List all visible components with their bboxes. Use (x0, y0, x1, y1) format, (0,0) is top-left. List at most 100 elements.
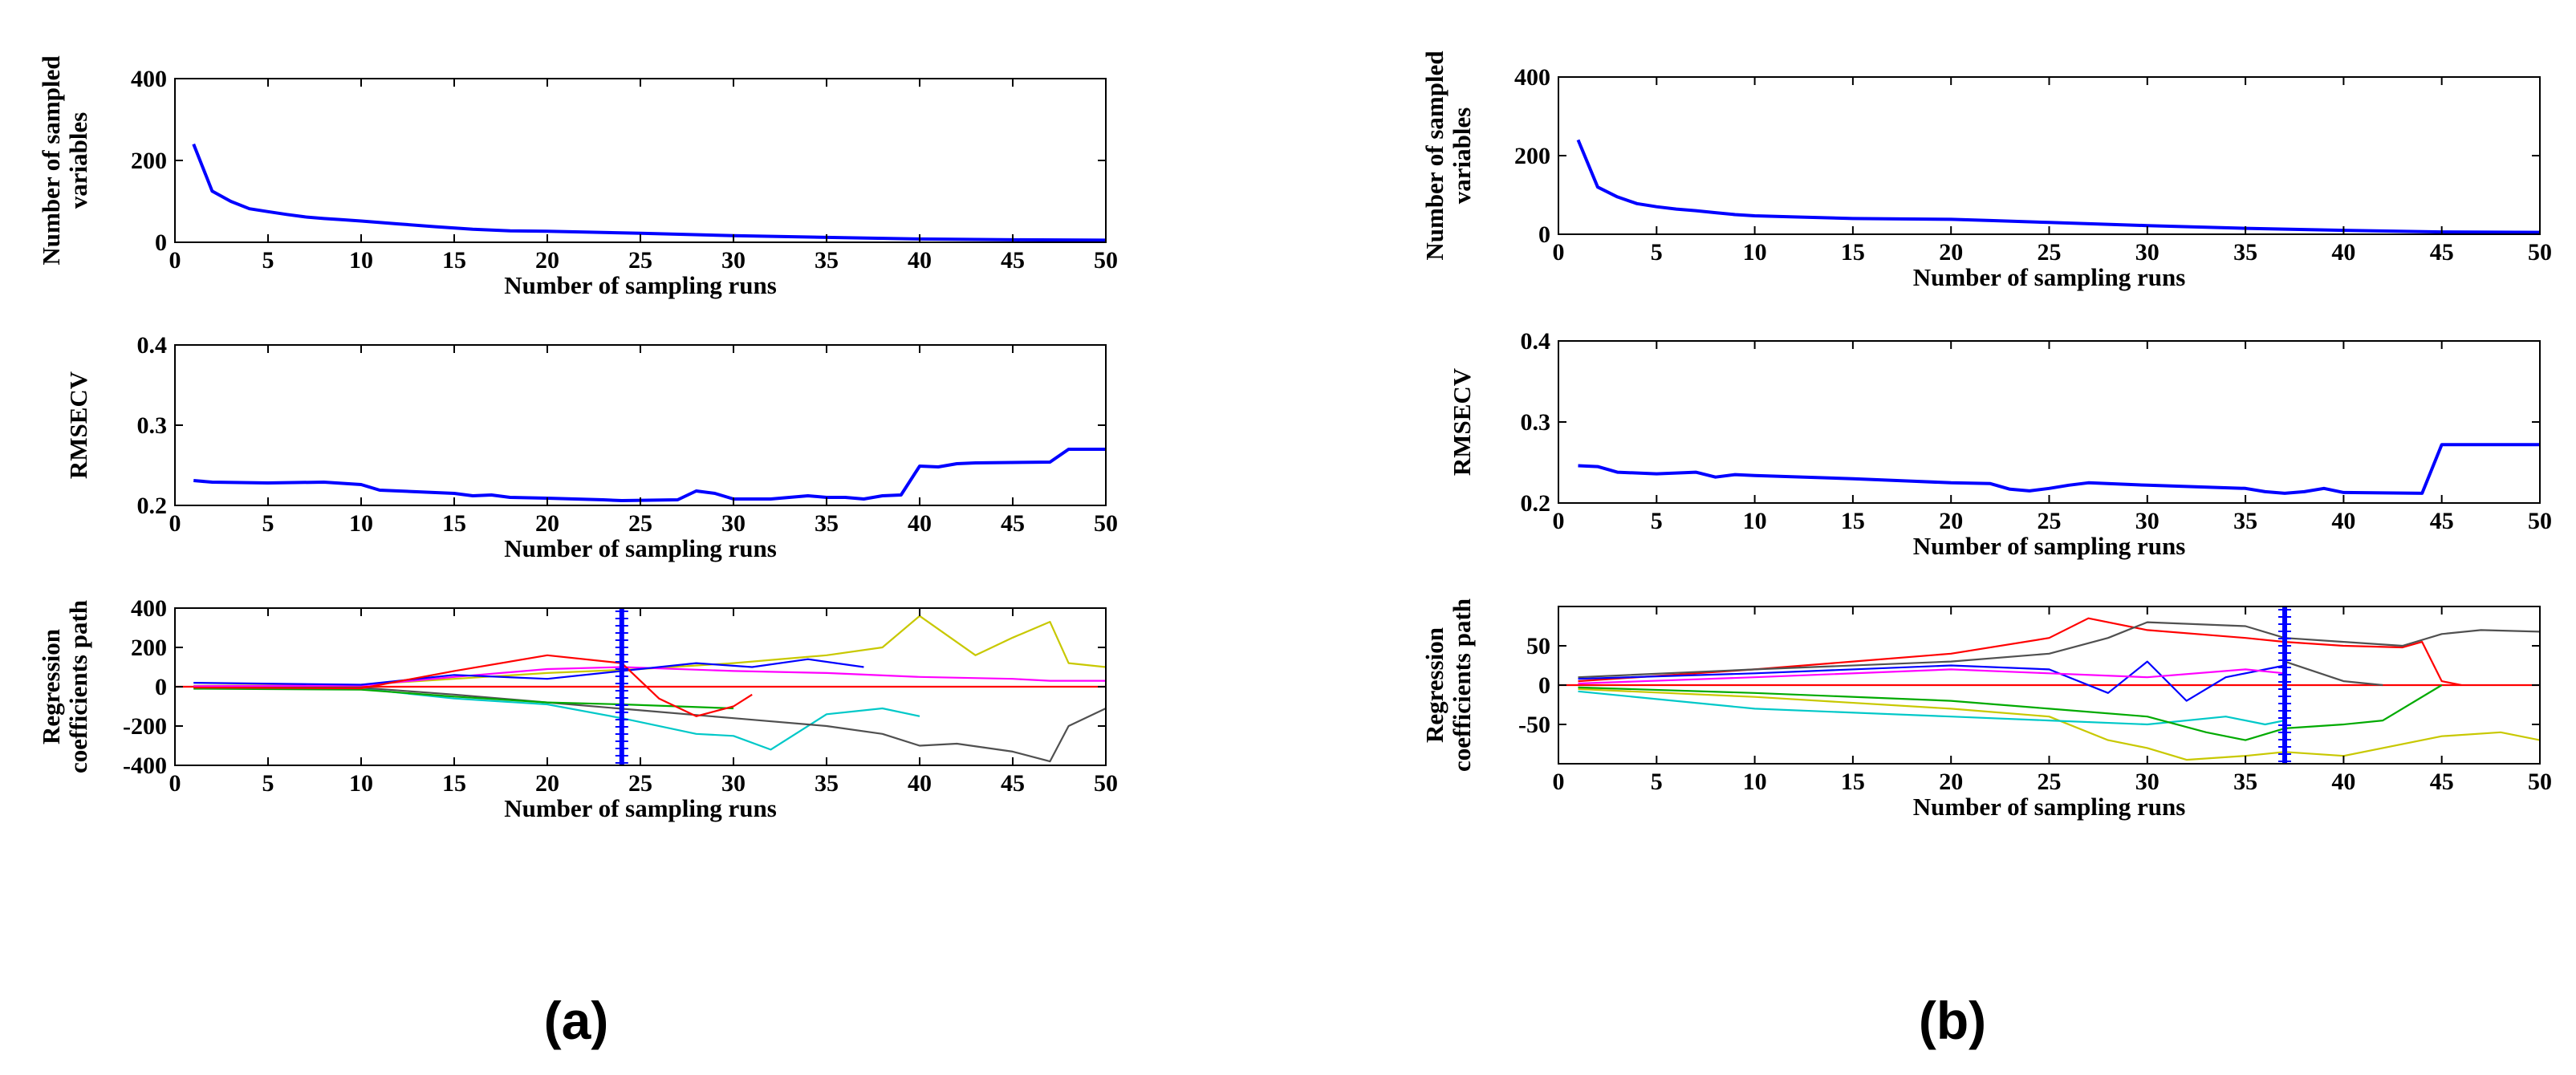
x-tick-label: 30 (2135, 508, 2160, 534)
x-tick-label: 45 (1001, 770, 1025, 797)
x-tick-label: 0 (1553, 239, 1565, 266)
x-tick-label: 5 (262, 510, 274, 537)
x-tick-label: 15 (1841, 769, 1865, 795)
y-axis-label: Regression (1420, 627, 1448, 743)
x-tick-label: 10 (1743, 769, 1767, 795)
x-tick-label: 0 (169, 510, 181, 537)
x-tick-label: 5 (262, 770, 274, 797)
x-tick-label: 40 (2331, 239, 2355, 266)
x-tick-label: 50 (2528, 508, 2552, 534)
x-tick-label: 10 (349, 247, 373, 274)
series-line-2 (193, 687, 920, 751)
chart-1: 0 5 10 15 20 25 30 35 40 45 50 0.2 0.3 0.4 Number of s… (64, 332, 1118, 562)
chart-4: 0 5 10 15 20 25 30 35 40 45 50 0.2 0.3 0.4 Number of s… (1448, 328, 2552, 560)
x-tick-label: 40 (2331, 769, 2355, 795)
y-axis-label: variables (64, 112, 92, 209)
x-tick-label: 30 (2135, 769, 2160, 795)
panel-label-a: (a) (544, 991, 609, 1050)
x-tick-label: 20 (1939, 508, 1963, 534)
x-tick-label: 10 (1743, 239, 1767, 266)
y-tick-label: 0.4 (137, 332, 168, 359)
x-axis-label: Number of sampling runs (504, 271, 777, 299)
series-line-6 (193, 688, 734, 710)
x-axis-label: Number of sampling runs (1913, 793, 2186, 821)
x-tick-label: 45 (1001, 247, 1025, 274)
x-tick-label: 50 (2528, 239, 2552, 266)
x-tick-label: 0 (1553, 508, 1565, 534)
x-tick-label: 15 (442, 770, 466, 797)
chart-2: 0 5 10 15 20 25 30 35 40 45 50 400 200 0 -200 -400 Numbe… (37, 595, 1118, 822)
y-tick-label: -50 (1518, 712, 1550, 738)
x-tick-label: 25 (628, 770, 652, 797)
chart-5: 0 5 10 15 20 25 30 35 40 45 50 50 0 -50 Number of samp… (1420, 598, 2552, 821)
y-tick-label: 0.3 (137, 412, 168, 439)
x-tick-label: 45 (2430, 508, 2454, 534)
x-tick-label: 30 (2135, 239, 2160, 266)
y-tick-label: -200 (123, 713, 167, 740)
x-tick-label: 35 (2233, 508, 2257, 534)
series-group (1576, 139, 2540, 234)
x-tick-label: 15 (1841, 508, 1865, 534)
x-tick-label: 15 (442, 247, 466, 274)
y-axis-label: Regression (37, 629, 65, 744)
x-tick-label: 10 (349, 770, 373, 797)
x-tick-label: 35 (2233, 239, 2257, 266)
series-line-5 (1578, 684, 2443, 741)
y-tick-label: 0.4 (1521, 328, 1551, 355)
series-line-3 (193, 685, 1106, 763)
x-tick-label: 50 (1094, 770, 1118, 797)
x-tick-label: 20 (535, 510, 559, 537)
y-tick-label: 400 (131, 66, 167, 92)
series-line-7 (1578, 668, 2285, 685)
series-line-6 (1578, 660, 2285, 702)
x-tick-label: 15 (442, 510, 466, 537)
chart-3: 0 5 10 15 20 25 30 35 40 45 50 0 200 400 Number of sam… (1420, 51, 2552, 291)
x-tick-label: 30 (721, 247, 746, 274)
y-tick-label: 400 (131, 595, 167, 622)
series-line-0 (193, 448, 1106, 502)
series-line-4 (193, 666, 1106, 688)
x-tick-label: 0 (169, 247, 181, 274)
y-axis-label: coefficients path (1448, 598, 1476, 772)
x-tick-label: 35 (815, 510, 839, 537)
x-tick-label: 50 (1094, 510, 1118, 537)
y-tick-label: 0 (155, 229, 167, 256)
x-tick-label: 15 (1841, 239, 1865, 266)
y-tick-label: 0.3 (1521, 409, 1551, 436)
y-tick-label: 0 (1538, 221, 1550, 248)
series-group (193, 448, 1106, 502)
x-tick-label: 5 (262, 247, 274, 274)
x-tick-label: 40 (908, 247, 932, 274)
x-tick-label: 5 (1651, 239, 1663, 266)
axes-box (1558, 340, 2541, 504)
x-tick-label: 25 (2038, 508, 2062, 534)
y-tick-label: 200 (131, 635, 167, 661)
x-tick-label: 20 (535, 770, 559, 797)
x-tick-label: 30 (721, 770, 746, 797)
x-tick-label: 10 (1743, 508, 1767, 534)
y-tick-label: 0.2 (1521, 490, 1551, 517)
series-line-4 (1578, 690, 2285, 726)
x-tick-label: 45 (2430, 239, 2454, 266)
y-axis-label: Number of sampled (37, 55, 65, 265)
series-line-0 (192, 143, 1106, 242)
x-tick-label: 5 (1651, 769, 1663, 795)
x-tick-label: 5 (1651, 508, 1663, 534)
x-tick-label: 20 (1939, 239, 1963, 266)
x-tick-label: 0 (1553, 769, 1565, 795)
y-tick-label: 0 (155, 674, 167, 700)
y-tick-label: 50 (1526, 633, 1550, 659)
x-tick-label: 25 (628, 510, 652, 537)
x-tick-label: 40 (908, 770, 932, 797)
x-tick-label: 35 (815, 770, 839, 797)
panel-label-b: (b) (1919, 991, 1986, 1050)
x-tick-label: 35 (815, 247, 839, 274)
x-tick-label: 35 (2233, 769, 2257, 795)
x-tick-label: 30 (721, 510, 746, 537)
series-line-3 (1578, 688, 2540, 761)
x-tick-label: 25 (628, 247, 652, 274)
series-line-1 (193, 615, 1106, 687)
series-group (175, 615, 1106, 763)
series-line-0 (1576, 139, 2540, 234)
